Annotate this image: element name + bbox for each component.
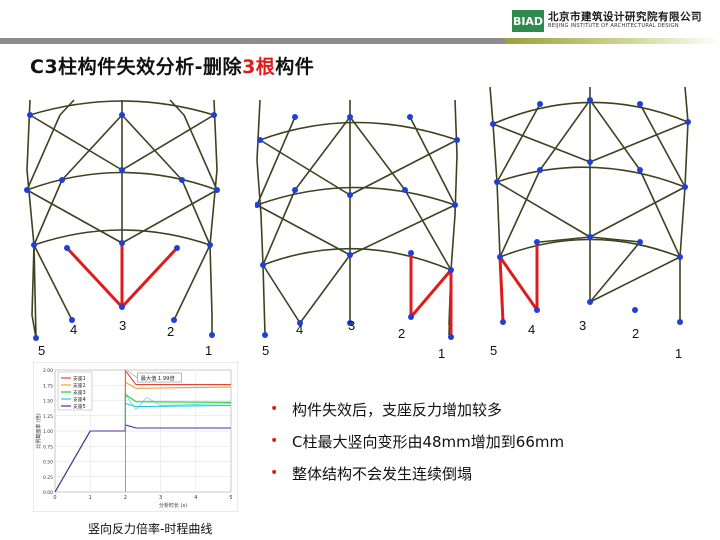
panel-1-diagram (24, 99, 220, 341)
panel-1-label-3: 3 (119, 318, 127, 333)
panel-2-label-4: 4 (296, 322, 304, 337)
y-tick-label: 1.50 (43, 399, 53, 405)
header-bar-fade (505, 38, 720, 44)
legend-label-3: 支座3 (73, 389, 86, 396)
findings-list: • 构件失效后，支座反力增加较多 • C柱最大竖向变形由48mm增加到66mm … (270, 393, 564, 489)
finding-text: 构件失效后，支座反力增加较多 (292, 400, 503, 419)
header-bar-gray (0, 38, 505, 44)
annotation-box (137, 372, 182, 383)
title-suffix: 构件 (275, 56, 315, 78)
finding-item: • C柱最大竖向变形由48mm增加到66mm (270, 425, 564, 457)
logo-cn-text: 北京市建筑设计研究院有限公司 (548, 11, 702, 24)
panel-2-label-5: 5 (262, 343, 270, 358)
panel-2-label-2: 2 (398, 326, 406, 341)
x-tick-label: 3 (159, 495, 162, 501)
panel-2-label-3: 3 (348, 318, 356, 333)
y-tick-label: 1.25 (43, 414, 53, 420)
series-oscillation (125, 394, 232, 411)
x-tick-label: 0 (53, 495, 56, 501)
panel-2-label-1: 1 (438, 346, 446, 361)
finding-item: • 整体结构不会发生连续倒塌 (270, 457, 564, 489)
legend-label-4: 支座4 (73, 396, 86, 403)
panel-1-label-5: 5 (38, 343, 46, 358)
logo-mark: BIAD (512, 10, 544, 32)
y-tick-label: 0.25 (43, 475, 53, 481)
x-axis-label: 分析时长 (s) (159, 502, 187, 509)
reaction-ratio-chart: 0.00 0.25 0.50 0.75 1.00 1.25 1.50 1.75 2.00 0 1 2 3… (32, 361, 239, 513)
logo-en-text: BEIJING INSTITUTE OF ARCHITECTURAL DESIG… (548, 22, 679, 29)
page-title: C3柱构件失效分析-删除3根构件 (30, 52, 314, 79)
y-tick-label: 0.50 (43, 460, 53, 466)
annotation-text: 最大值 1.99倍 (141, 374, 175, 382)
finding-text: C柱最大竖向变形由48mm增加到66mm (292, 432, 565, 451)
x-tick-label: 5 (229, 495, 232, 501)
title-highlight: 3根 (242, 56, 276, 78)
structure-panel-2 (255, 95, 470, 355)
bullet-icon: • (270, 465, 279, 481)
structure-panel-1 (22, 95, 237, 355)
y-axis-label: 比例截面率 (倍) (35, 413, 42, 449)
panel-1-label-4: 4 (70, 322, 78, 337)
legend-label-1: 支座1 (73, 375, 86, 382)
panel-3-label-5: 5 (490, 343, 498, 358)
panel-1-label-2: 2 (167, 324, 175, 339)
panel-3-label-1: 1 (675, 346, 683, 361)
title-prefix: C3柱构件失效分析-删除 (30, 56, 243, 78)
panel-1-label-1: 1 (205, 343, 213, 358)
y-tick-label: 0.75 (43, 444, 53, 450)
y-tick-label: 0.00 (43, 490, 53, 496)
bullet-icon: • (270, 401, 279, 417)
company-logo: BIAD 北京市建筑设计研究院有限公司 BEIJING INSTITUTE OF… (512, 6, 702, 36)
structure-panel-3 (485, 82, 700, 342)
finding-item: • 构件失效后，支座反力增加较多 (270, 393, 564, 425)
panel-3-diagram (489, 86, 691, 325)
y-tick-label: 1.00 (43, 429, 53, 435)
panel-2-diagram (255, 99, 460, 340)
y-tick-label: 2.00 (43, 368, 53, 374)
panel-3-label-3: 3 (579, 318, 587, 333)
panel-3-label-4: 4 (528, 322, 536, 337)
x-tick-label: 1 (89, 495, 92, 501)
header-bar (0, 36, 720, 46)
chart-svg: 0.00 0.25 0.50 0.75 1.00 1.25 1.50 1.75 2.00 0 1 2 3… (32, 361, 239, 513)
finding-text: 整体结构不会发生连续倒塌 (292, 464, 473, 483)
bullet-icon: • (270, 433, 279, 449)
legend-label-2: 支座2 (73, 382, 86, 389)
chart-caption: 竖向反力倍率-时程曲线 (88, 522, 213, 536)
panel-3-label-2: 2 (632, 326, 640, 341)
legend-label-5: 支座5 (73, 403, 86, 410)
x-tick-label: 2 (124, 495, 127, 501)
annotation-leader (127, 370, 138, 379)
y-tick-label: 1.75 (43, 383, 53, 389)
x-tick-label: 4 (194, 495, 197, 501)
